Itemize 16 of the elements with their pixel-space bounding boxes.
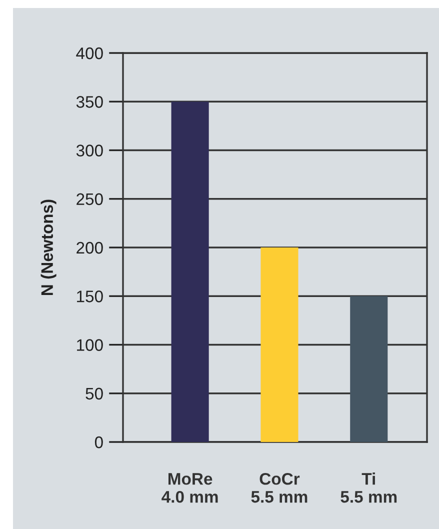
- x-tick-label: Ti 5.5 mm: [340, 472, 397, 503]
- y-axis-title: N (Newtons): [40, 200, 56, 295]
- y-tick-label: 150: [77, 290, 103, 302]
- y-tick-label: 400: [76, 47, 103, 60]
- x-tick-label: MoRe 4.0 mm: [162, 473, 218, 503]
- y-tick-label: 300: [76, 144, 103, 156]
- bar: [171, 102, 209, 442]
- bar: [350, 296, 388, 442]
- y-tick-label: 200: [76, 242, 103, 254]
- y-tick-label: 50: [86, 388, 103, 400]
- bar: [260, 248, 298, 442]
- y-tick-label: 250: [76, 193, 103, 206]
- y-tick-label: 350: [76, 96, 103, 108]
- x-tick-label: CoCr 5.5 mm: [251, 472, 308, 503]
- y-tick-label: 0: [94, 436, 103, 448]
- y-tick-label: 100: [77, 339, 103, 351]
